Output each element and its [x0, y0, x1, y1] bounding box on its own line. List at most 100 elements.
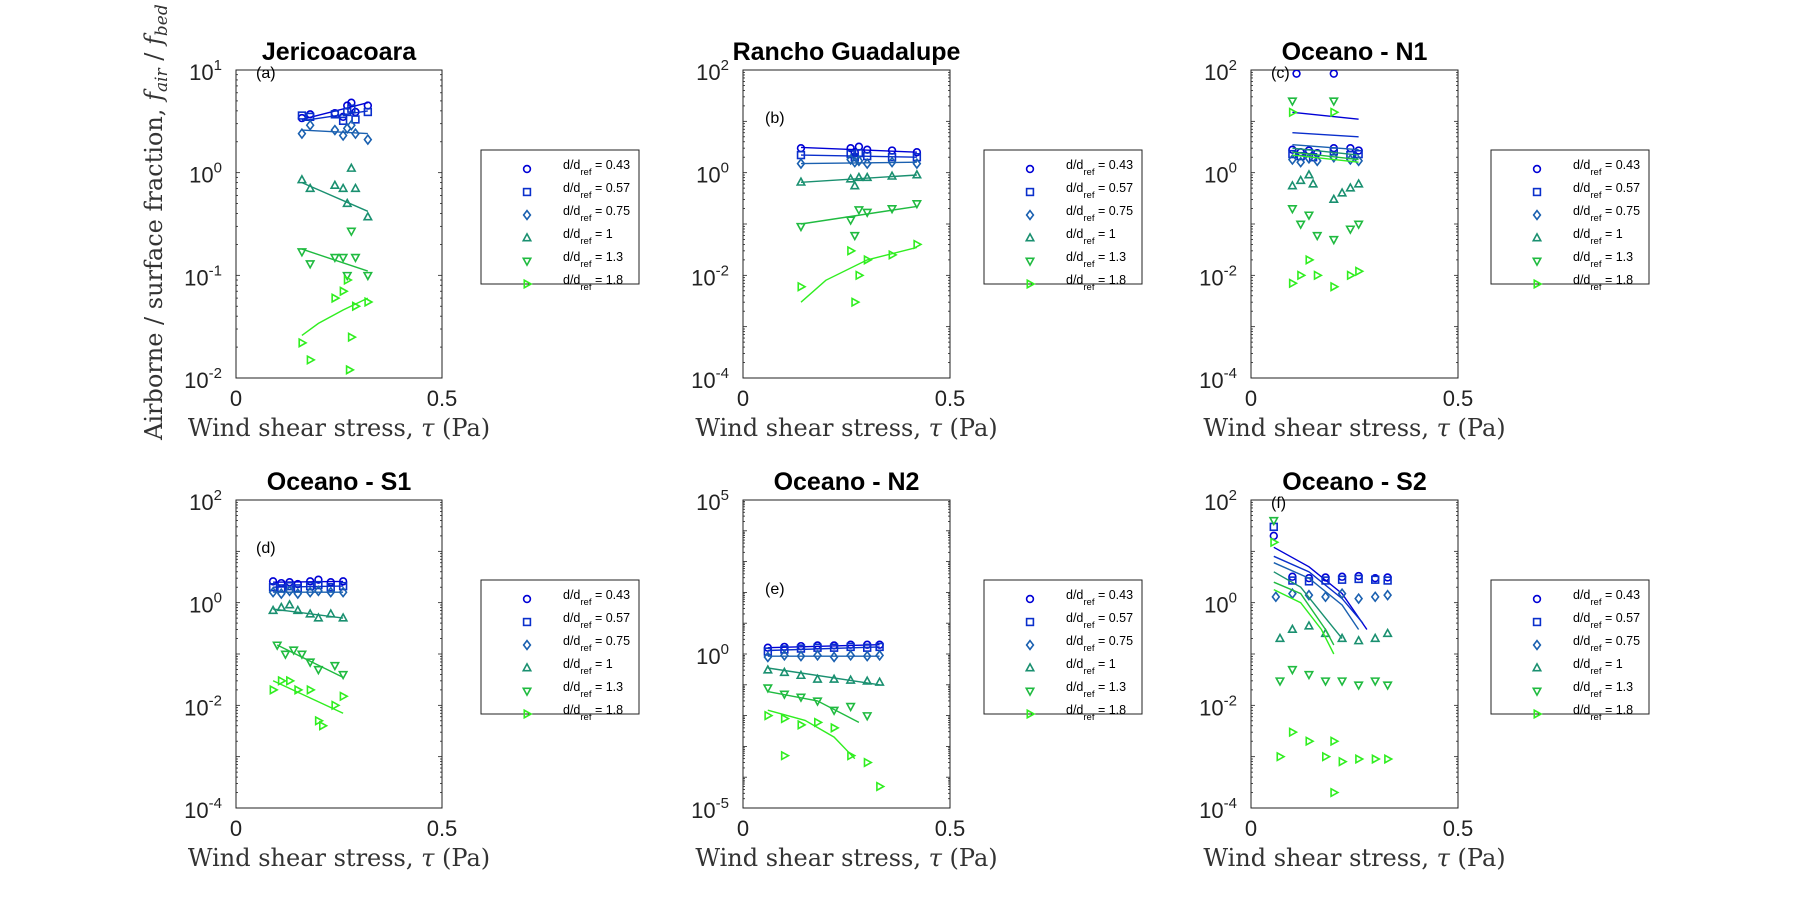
data-point-series-6 — [306, 684, 316, 695]
x-axis-label: Wind shear stress, τ (Pa) — [188, 844, 490, 872]
legend-marker-series-4 — [521, 662, 533, 672]
data-point-series-6 — [855, 270, 865, 281]
data-point-series-5 — [795, 222, 807, 233]
data-point-series-6 — [331, 700, 341, 711]
legend-marker-series-5 — [1024, 257, 1036, 267]
data-point-series-5 — [812, 697, 823, 707]
data-point-series-1 — [1288, 145, 1297, 154]
fit-line-series-6 — [767, 709, 856, 760]
legend-entry-label: d/dref = 0.43 — [1573, 588, 1640, 608]
data-point-series-5 — [795, 693, 807, 703]
x-tick-label: 0.5 — [427, 816, 458, 841]
data-point-series-6 — [343, 274, 353, 286]
x-tick-label: 0.5 — [1443, 816, 1474, 841]
data-point-series-5 — [1345, 225, 1356, 235]
data-point-series-5 — [296, 650, 308, 660]
y-tick-label: 100 — [189, 590, 222, 618]
data-point-series-2 — [285, 581, 294, 591]
fit-line-series-6 — [800, 246, 918, 303]
legend-marker-series-6 — [523, 278, 533, 290]
data-point-series-3 — [1321, 591, 1330, 603]
legend-entry-label: d/dref = 0.57 — [1573, 611, 1640, 631]
panel-1: 10-2 10-1 100 101 0 0.5 Wind shear stress, τ (… — [184, 38, 640, 442]
fit-line-series-3 — [1292, 144, 1359, 151]
data-point-series-4 — [862, 675, 873, 685]
data-point-series-2 — [305, 581, 315, 591]
legend: d/dref = 0.43 d/dref = 0.57 d/dref = 0.75 d… — [983, 579, 1143, 723]
data-point-series-4 — [1287, 623, 1298, 634]
data-point-series-6 — [1313, 270, 1323, 281]
data-point-series-3 — [862, 157, 872, 170]
fit-line-series-4 — [767, 667, 880, 686]
legend-marker-series-3 — [1025, 209, 1035, 221]
data-point-series-6 — [1305, 254, 1315, 265]
legend-entry-label: d/dref = 1 — [563, 227, 613, 247]
fit-line-series-1 — [1292, 111, 1359, 120]
data-point-series-3 — [1287, 153, 1297, 166]
legend-entry-label: d/dref = 1.3 — [1573, 250, 1633, 270]
data-point-series-5 — [862, 208, 873, 218]
data-point-series-4 — [1328, 193, 1339, 204]
data-point-series-4 — [284, 599, 295, 609]
legend-marker-series-1 — [1532, 594, 1542, 604]
data-point-series-4 — [276, 601, 287, 612]
data-point-series-3 — [293, 587, 303, 600]
fit-line-series-4 — [301, 181, 369, 212]
data-point-series-5 — [1287, 205, 1298, 215]
data-point-series-4 — [795, 176, 807, 186]
data-point-series-3 — [1296, 156, 1306, 168]
data-point-series-6 — [888, 249, 898, 260]
legend: d/dref = 0.43 d/dref = 0.57 d/dref = 0.75 d… — [480, 149, 640, 293]
data-point-series-6 — [364, 296, 374, 308]
data-point-series-4 — [1336, 187, 1348, 197]
data-point-series-2 — [297, 111, 307, 120]
y-tick-label: 105 — [696, 487, 729, 515]
data-point-series-5 — [296, 248, 308, 258]
legend-entry-label: d/dref = 0.57 — [1066, 181, 1133, 201]
data-point-series-5 — [862, 712, 873, 722]
data-point-series-5 — [1320, 677, 1331, 687]
data-point-series-4 — [1295, 174, 1306, 185]
data-point-series-2 — [763, 647, 773, 656]
data-point-series-6 — [1330, 736, 1340, 747]
data-point-series-4 — [1274, 632, 1286, 643]
y-tick-label: 101 — [189, 57, 222, 85]
fit-line-series-5 — [1292, 151, 1359, 161]
x-tick-label: 0.5 — [1443, 386, 1474, 411]
data-point-series-6 — [797, 719, 807, 730]
legend-entry-label: d/dref = 1.8 — [563, 703, 623, 723]
fit-line-series-5 — [276, 644, 344, 679]
y-tick-label: 102 — [1204, 57, 1237, 85]
legend-marker-series-2 — [1532, 187, 1542, 197]
y-tick-label: 10-2 — [1199, 692, 1237, 720]
panel-label: (c) — [1271, 65, 1290, 82]
legend-marker-series-5 — [521, 687, 533, 697]
data-point-series-3 — [346, 119, 356, 131]
y-tick-label: 10-4 — [1199, 795, 1237, 823]
legend-entry-label: d/dref = 0.57 — [563, 181, 630, 201]
data-point-series-6 — [1346, 270, 1357, 281]
y-tick-label: 10-2 — [184, 692, 222, 720]
data-point-series-4 — [329, 179, 340, 190]
data-point-series-2 — [1371, 575, 1380, 584]
data-point-series-3 — [862, 650, 872, 662]
data-point-series-3 — [363, 133, 373, 146]
data-point-series-1 — [347, 98, 356, 107]
data-point-series-6 — [780, 713, 791, 724]
plot-area — [235, 69, 443, 379]
fit-line-series-2 — [767, 646, 880, 652]
data-point-series-3 — [1329, 151, 1339, 163]
legend-marker-series-3 — [1532, 209, 1542, 221]
data-point-series-6 — [318, 720, 329, 731]
fit-line-series-4 — [800, 174, 917, 183]
data-point-series-6 — [269, 684, 279, 695]
legend-box — [480, 149, 640, 285]
plot-area — [1250, 499, 1459, 809]
legend-marker-series-6 — [1533, 278, 1543, 290]
data-point-series-4 — [1345, 182, 1356, 192]
legend-marker-series-2 — [522, 617, 532, 627]
y-tick-label: 10-4 — [184, 795, 222, 823]
data-point-series-3 — [313, 585, 323, 597]
data-point-series-2 — [1321, 576, 1330, 585]
legend-marker-series-6 — [1533, 708, 1543, 720]
